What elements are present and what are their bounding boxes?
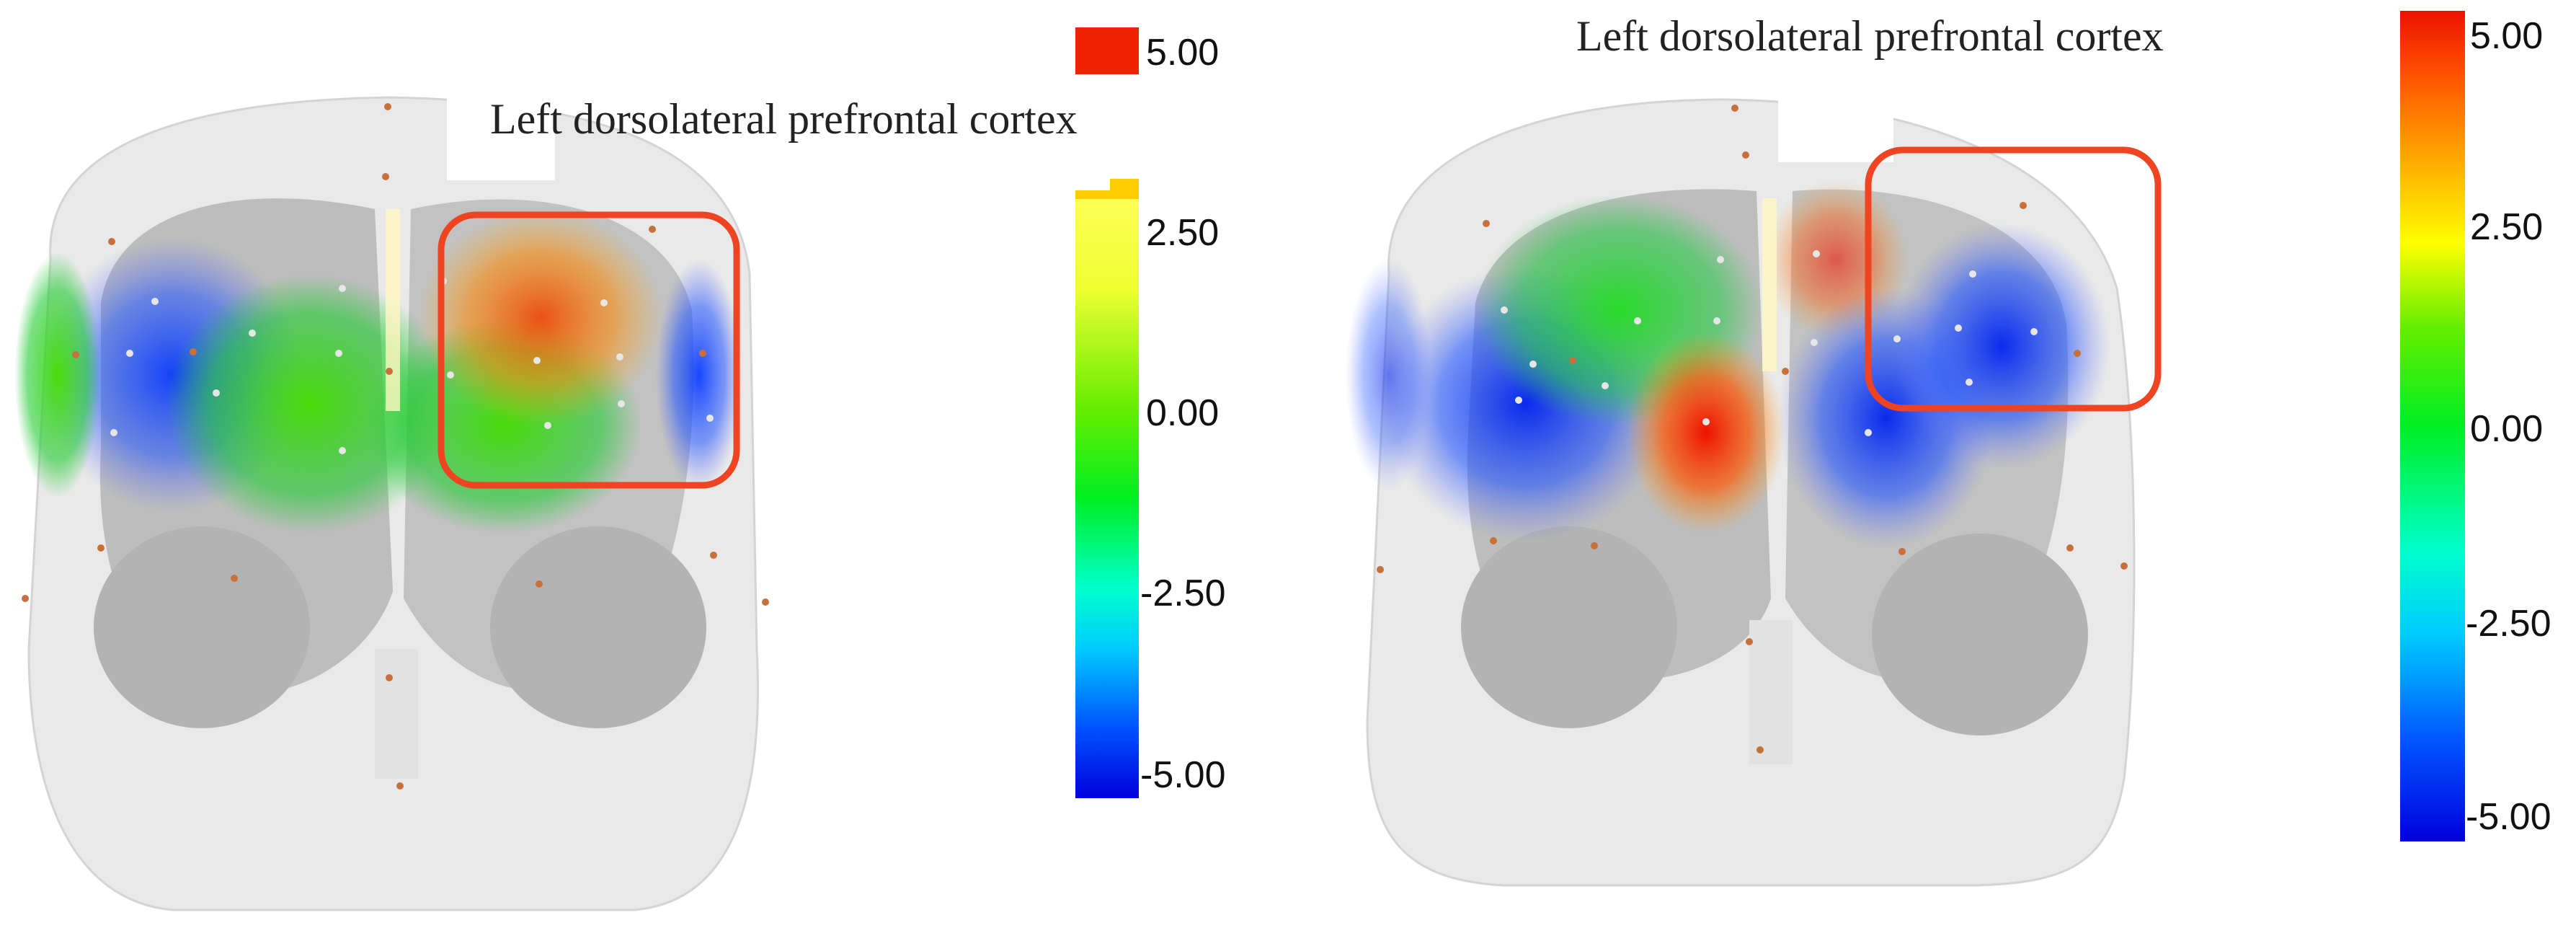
colorbar: 5.00 2.50 0.00 -2.50 -5.00 bbox=[2400, 11, 2551, 841]
left-brain-figure: Left dorsolateral prefrontal cortex 5.00… bbox=[14, 27, 1226, 911]
colorbar-tick: -2.50 bbox=[2466, 603, 2551, 645]
midline bbox=[1762, 198, 1777, 371]
colorbar-tick: 5.00 bbox=[1146, 32, 1219, 74]
right-temporal-lobe bbox=[490, 526, 706, 728]
optode-markers bbox=[22, 103, 769, 790]
colorbar-tick: -5.00 bbox=[1140, 754, 1226, 796]
right-temporal-lobe bbox=[1872, 534, 2088, 735]
region-annotation: Left dorsolateral prefrontal cortex bbox=[1576, 12, 2164, 60]
left-temporal-lobe bbox=[94, 526, 310, 728]
left-temporal-lobe bbox=[1461, 526, 1677, 728]
activation-red-region bbox=[418, 209, 663, 425]
colorbar-cap-step bbox=[1075, 190, 1110, 199]
midline bbox=[386, 209, 400, 411]
right-brain-figure: Left dorsolateral prefrontal cortex 5.00… bbox=[1346, 11, 2551, 887]
right-brain-panel: Left dorsolateral prefrontal cortex 5.00… bbox=[1288, 0, 2576, 946]
scalp-notch bbox=[1778, 94, 1893, 162]
dlpfc-highlight-box bbox=[438, 211, 740, 489]
colorbar-gradient bbox=[2400, 11, 2465, 841]
left-brain-panel: Left dorsolateral prefrontal cortex 5.00… bbox=[14, 27, 1226, 911]
colorbar: 5.00 2.50 0.00 -2.50 -5.00 bbox=[1075, 27, 1226, 798]
scalp-notch bbox=[447, 94, 555, 180]
optode-markers bbox=[1377, 105, 2128, 753]
activation-green-edge-region bbox=[14, 252, 101, 498]
colorbar-top-swatch bbox=[1075, 27, 1139, 74]
region-annotation: Left dorsolateral prefrontal cortex bbox=[490, 95, 1078, 143]
activation-blue-edge-region bbox=[656, 260, 742, 490]
colorbar-tick: 2.50 bbox=[2470, 206, 2543, 248]
activation-red-region bbox=[1627, 332, 1785, 534]
colorbar-tick: 0.00 bbox=[1146, 392, 1219, 434]
brainstem-gap bbox=[375, 649, 418, 779]
colorbar-cap bbox=[1110, 179, 1139, 199]
colorbar-tick: 2.50 bbox=[1146, 212, 1219, 254]
colorbar-gradient bbox=[1075, 198, 1139, 798]
activation-blue-dlpfc-region bbox=[1893, 224, 2110, 469]
colorbar-tick: -5.00 bbox=[2466, 796, 2551, 838]
brainstem-gap bbox=[1749, 620, 1793, 764]
colorbar-tick: 5.00 bbox=[2470, 15, 2543, 57]
dlpfc-highlight-box bbox=[1865, 146, 2162, 412]
colorbar-tick: -2.50 bbox=[1140, 573, 1226, 614]
activation-blue-edge-region bbox=[1346, 260, 1432, 490]
colorbar-tick: 0.00 bbox=[2470, 408, 2543, 450]
